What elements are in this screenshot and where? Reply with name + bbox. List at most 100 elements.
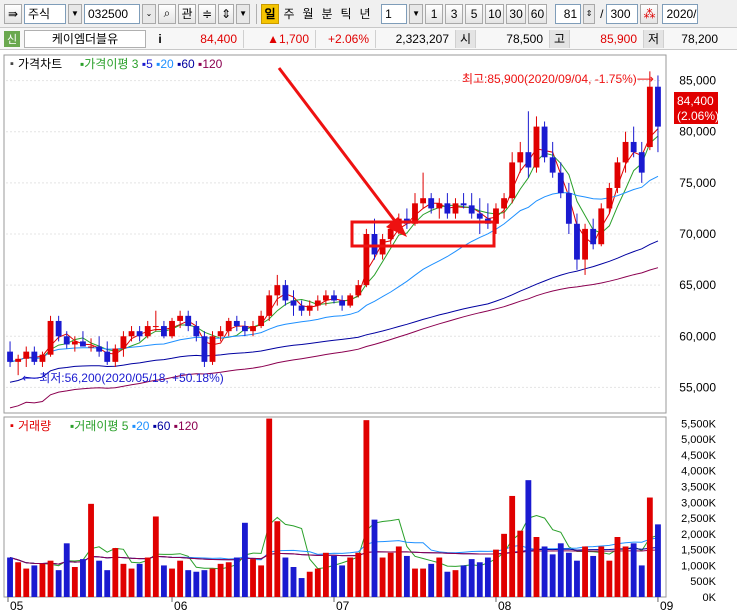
volume-bar (193, 571, 200, 597)
candle-body (541, 126, 548, 158)
unit-dropdown-icon[interactable]: ▼ (409, 3, 424, 24)
period-month[interactable]: 월 (302, 7, 314, 21)
spin-updown-icon[interactable]: ⇕ (218, 3, 235, 24)
quote-bar: 신 케이엠더블유 i 84,400 ▲1,700 +2.06% 2,323,20… (0, 28, 737, 50)
ma20-legend: 20 (160, 57, 174, 71)
volume-bar (23, 568, 30, 597)
candle-body (412, 203, 418, 224)
volume-bar (314, 568, 321, 597)
volume-bar (290, 567, 297, 597)
candle-body (201, 336, 208, 362)
volume-bar (209, 568, 216, 597)
volume-bar (622, 546, 629, 597)
period-year[interactable]: 년 (359, 7, 371, 21)
count-spinner-icon[interactable]: ⇕ (583, 3, 596, 24)
quick-3-button[interactable]: 3 (445, 3, 464, 24)
volume-bar (339, 565, 346, 597)
related-button[interactable]: 관 (178, 3, 196, 24)
candle-body (39, 354, 46, 362)
candle-body (169, 320, 175, 337)
candle-body (209, 336, 216, 362)
open-price: 78,500 (476, 29, 550, 48)
candle-body (574, 223, 580, 260)
candle-body (347, 295, 354, 306)
volume-bar (614, 537, 621, 597)
volume-tick-label: 500K (690, 576, 716, 588)
unit-input[interactable]: 1 (381, 3, 408, 24)
candle-body (241, 326, 248, 332)
total-count: 300 (606, 3, 639, 24)
volume-bar (298, 578, 305, 597)
ma120-legend: 120 (202, 57, 222, 71)
volume-bar (31, 565, 38, 597)
period-minute[interactable]: 분 (321, 7, 333, 21)
chart-area[interactable]: 85,000 80,000 75,000 70,000 65,000 60,000 55,0… (0, 51, 737, 614)
date-input[interactable]: 2020/ (662, 3, 699, 24)
count-input[interactable]: 81 (555, 3, 582, 24)
stock-name[interactable]: 케이엠더블유 (24, 29, 146, 48)
vma5-legend: 5 (122, 419, 129, 433)
period-tick[interactable]: 틱 (340, 7, 352, 21)
date-tick-label: 05 (10, 599, 24, 613)
candle-body (250, 326, 256, 332)
market-select[interactable]: 주식 (24, 3, 66, 24)
period-week[interactable]: 주 (283, 7, 295, 21)
volume-bar (420, 568, 427, 597)
candle-body (525, 152, 532, 168)
quick-30-button[interactable]: 30 (506, 3, 526, 24)
period-day[interactable]: 일 (261, 3, 280, 24)
info-icon[interactable]: i (158, 31, 162, 46)
candle-body (452, 203, 459, 214)
price-ma-legend: ▪가격이평 3 ▪5 ▪20 ▪60 ▪120 (80, 57, 223, 71)
candle-body (152, 326, 159, 328)
quick-1-button[interactable]: 1 (425, 3, 444, 24)
candle-body (590, 228, 597, 245)
stock-chart[interactable]: 85,00080,00075,00070,00065,00060,00055,0… (0, 51, 737, 614)
candle-body (420, 198, 427, 204)
volume-bar (493, 549, 499, 597)
candle-body (144, 326, 151, 337)
volume-bar (104, 570, 111, 597)
favorite-updown-icon[interactable]: ≑ (198, 3, 216, 24)
volume-tick-label: 2,500K (681, 513, 717, 525)
current-price-tag-pct: (2.06%) (677, 109, 719, 123)
market-dropdown-icon[interactable]: ▼ (68, 3, 82, 24)
volume-bar (582, 546, 588, 597)
volume-axis-labels: 5,500K 5,000K 4,500K 4,000K 3,500K 3,000K 2,50… (681, 418, 717, 604)
candle-body (322, 295, 329, 301)
ma5-legend: 5 (146, 57, 153, 71)
candle-body (565, 193, 572, 224)
volume-bar (403, 555, 410, 597)
price-panel-frame (3, 54, 667, 414)
candle-body (339, 300, 346, 306)
candle-body (387, 228, 394, 240)
annotation-arrowhead (386, 217, 407, 237)
volume-bar (363, 420, 370, 597)
quick-5-button[interactable]: 5 (465, 3, 484, 24)
menu-arrow-icon[interactable]: ⇛ (4, 3, 22, 24)
settings-icon[interactable]: ⁂ (640, 3, 659, 24)
price-change: ▲1,700 (244, 29, 316, 48)
volume-bar (395, 546, 402, 597)
vma120-legend: 120 (178, 419, 198, 433)
volume-bar (241, 522, 248, 597)
volume-bar (630, 543, 637, 597)
list-dropdown-icon[interactable]: ▼ (236, 3, 251, 24)
open-label: 시 (456, 29, 476, 48)
min-price-note: ⟵최저:56,200(2020/05/18, +50.18%) (22, 371, 224, 385)
volume-bar (355, 552, 362, 597)
volume-bar (201, 570, 208, 597)
code-dropdown-icon[interactable]: ⌄ (142, 3, 156, 24)
search-icon[interactable]: ⌕ (158, 3, 176, 24)
candle-body (630, 141, 637, 153)
volume-bar (501, 533, 507, 597)
quick-60-button[interactable]: 60 (527, 3, 548, 24)
volume-bar (468, 559, 475, 597)
volume-bar (15, 562, 22, 597)
candle-body (331, 295, 337, 301)
stock-code-input[interactable]: 032500 (84, 3, 140, 24)
quick-10-button[interactable]: 10 (485, 3, 505, 24)
volume-bar (541, 546, 548, 597)
credit-badge: 신 (4, 30, 20, 47)
volume-bar (7, 557, 13, 597)
